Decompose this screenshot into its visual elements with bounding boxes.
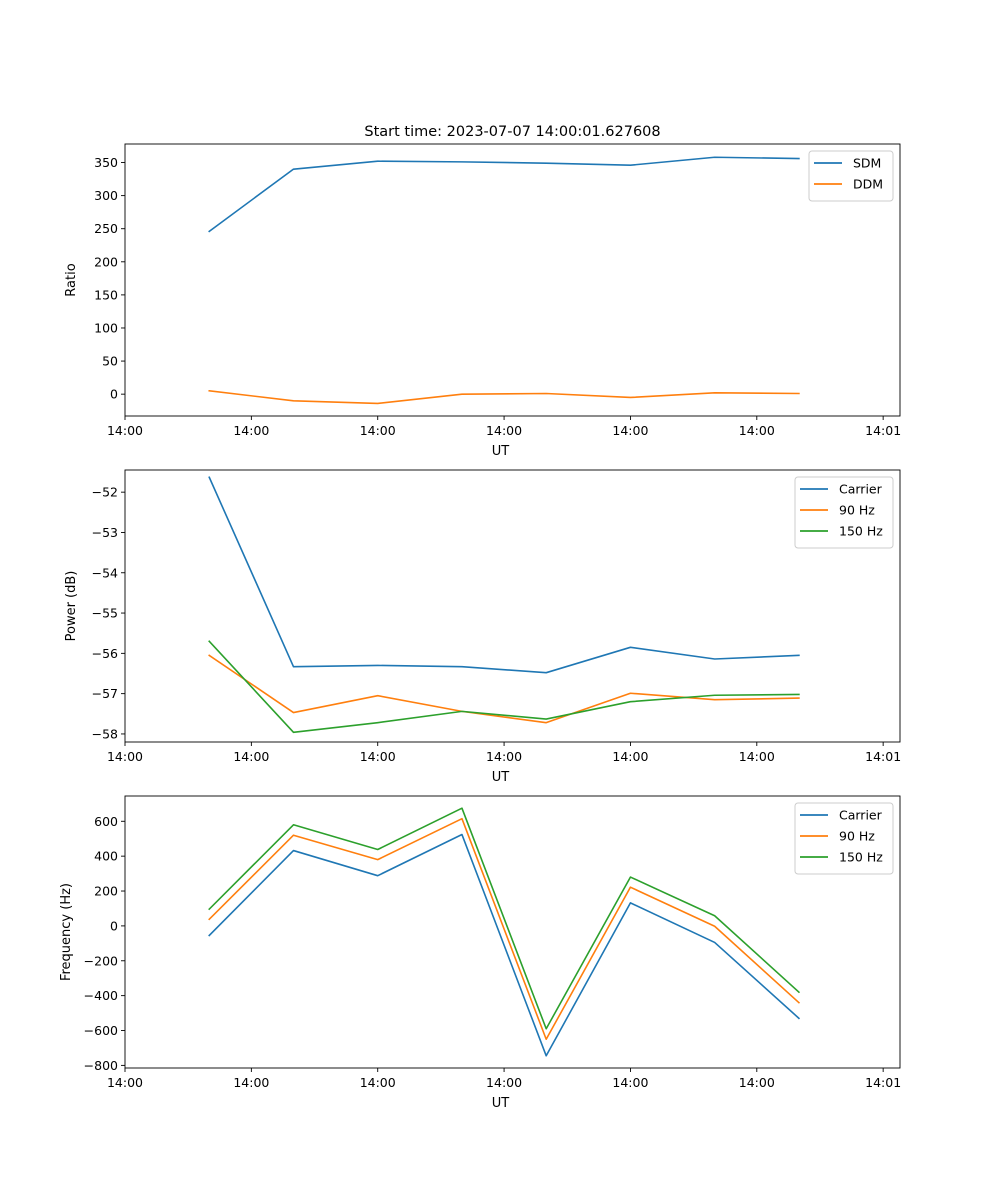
chart-panel-1: 14:00 14:00 14:00 14:00 14:00 14:00 14:01 0 50 10…: [64, 143, 901, 459]
y-tick-label: 350: [94, 155, 118, 170]
plot-frame: [124, 469, 901, 743]
legend: Carrier 90 Hz 150 Hz: [794, 476, 894, 549]
y-tick-label: −55: [92, 606, 118, 621]
y-tick-label: 150: [94, 287, 118, 302]
y-tick-label: 200: [94, 254, 118, 269]
x-tick-label: 14:00: [739, 749, 775, 764]
x-tick-label: 14:00: [486, 1075, 522, 1090]
y-tick-label: 400: [94, 849, 118, 864]
legend-entry-label: Carrier: [839, 482, 883, 497]
x-tick-label: 14:00: [233, 749, 269, 764]
y-tick-label: −200: [84, 953, 118, 968]
x-tick-label: 14:00: [612, 423, 648, 438]
legend-entry-label: 150 Hz: [839, 850, 883, 865]
x-axis-label: UT: [492, 770, 510, 785]
y-tick-label: −57: [92, 686, 118, 701]
legend: SDM DDM: [808, 150, 894, 202]
series-line-sdm: [208, 156, 800, 233]
series-line-150-hz: [208, 640, 800, 734]
y-tick-label: −400: [84, 988, 118, 1003]
x-tick-label: 14:00: [233, 423, 269, 438]
series-line-carrier: [208, 833, 801, 1057]
y-tick-label: 250: [94, 221, 118, 236]
y-tick-label: −53: [92, 525, 118, 540]
x-tick-label: 14:00: [360, 423, 396, 438]
legend-entry-label: 90 Hz: [839, 503, 875, 518]
x-tick-label: 14:01: [865, 749, 901, 764]
y-tick-label: −800: [84, 1058, 118, 1073]
y-tick-label: −56: [92, 646, 118, 661]
y-tick-label: −58: [92, 726, 118, 741]
x-tick-label: 14:00: [486, 423, 522, 438]
plot-frame: [124, 795, 901, 1069]
chart-panel-2: 14:00 14:00 14:00 14:00 14:00 14:00 14:01 −58 −5…: [64, 469, 901, 785]
y-tick-label: −600: [84, 1023, 118, 1038]
chart-title: Start time: 2023-07-07 14:00:01.627608: [364, 124, 660, 140]
y-tick-label: −54: [92, 565, 118, 580]
y-tick-label: 300: [94, 188, 118, 203]
y-tick-label: 600: [94, 814, 118, 829]
y-tick-label: 0: [110, 918, 118, 933]
x-axis-label: UT: [492, 444, 510, 459]
y-axis-label: Power (dB): [64, 571, 79, 642]
series-line-150-hz: [208, 807, 801, 1030]
y-axis-label: Frequency (Hz): [59, 883, 74, 981]
x-tick-label: 14:00: [486, 749, 522, 764]
y-tick-label: 50: [102, 354, 118, 369]
legend-entry-label: 90 Hz: [839, 829, 875, 844]
legend-entry-label: SDM: [853, 156, 881, 171]
x-tick-label: 14:01: [865, 423, 901, 438]
legend: Carrier 90 Hz 150 Hz: [794, 802, 894, 875]
x-tick-label: 14:00: [233, 1075, 269, 1090]
x-tick-label: 14:00: [739, 423, 775, 438]
x-tick-label: 14:00: [107, 749, 143, 764]
x-tick-label: 14:00: [107, 1075, 143, 1090]
x-tick-label: 14:00: [360, 749, 396, 764]
legend-entry-label: Carrier: [839, 808, 883, 823]
x-tick-label: 14:01: [865, 1075, 901, 1090]
series-line-ddm: [208, 389, 800, 405]
x-tick-label: 14:00: [107, 423, 143, 438]
plot-frame: [124, 143, 901, 417]
y-tick-label: −52: [92, 485, 118, 500]
x-axis-label: UT: [492, 1096, 510, 1111]
series-line-carrier: [208, 476, 800, 674]
x-tick-label: 14:00: [612, 749, 648, 764]
x-tick-label: 14:00: [739, 1075, 775, 1090]
series-line-90-hz: [208, 654, 800, 724]
x-tick-label: 14:00: [360, 1075, 396, 1090]
legend-entry-label: 150 Hz: [839, 524, 883, 539]
y-axis-label: Ratio: [64, 263, 79, 296]
x-tick-label: 14:00: [612, 1075, 648, 1090]
series-line-90-hz: [208, 817, 801, 1041]
chart-panel-3: 14:00 14:00 14:00 14:00 14:00 14:00 14:01 −800 −…: [59, 795, 901, 1111]
y-tick-label: 0: [110, 387, 118, 402]
legend-entry-label: DDM: [853, 177, 883, 192]
y-tick-label: 200: [94, 884, 118, 899]
y-tick-label: 100: [94, 320, 118, 335]
